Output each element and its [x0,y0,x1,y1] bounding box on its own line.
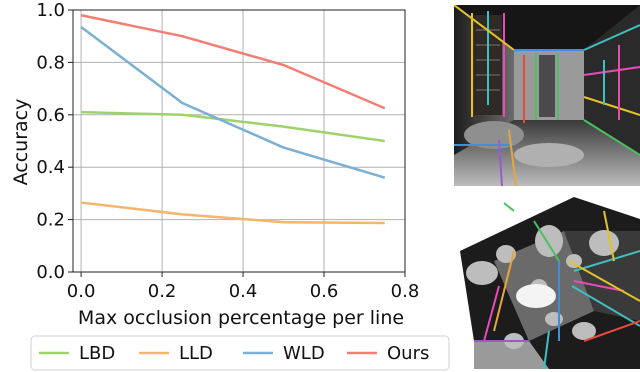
series-line-ours [80,14,386,110]
y-tick-label: 0.8 [36,52,65,73]
occluded-room-photo-with-detected-lines [454,191,640,369]
room-photo-bottom-drawing [460,197,640,369]
room-photo-top-drawing [454,5,640,186]
x-tick-label: 0.0 [67,281,96,302]
y-tick-label: 0.2 [36,210,65,231]
series-layer [80,14,386,225]
x-tick-label: 0.6 [310,281,339,302]
legend-label-ours: Ours [387,343,429,364]
series-line-lld [80,201,385,225]
y-tick-label: 1.0 [36,0,65,21]
series-line-wld [80,26,386,179]
legend-label-wld: WLD [283,343,325,364]
y-tick-label: 0.6 [36,105,65,126]
y-tick-label: 0.4 [36,157,65,178]
x-tick-label: 0.8 [391,281,420,302]
chart-grid [73,9,406,273]
x-tick-label: 0.2 [148,281,177,302]
legend: LBD LLD WLD Ours [30,335,450,371]
y-tick-label: 0.0 [36,262,65,283]
y-axis-label: Accuracy [10,99,32,186]
accuracy-line-chart: 0.0 0.2 0.4 0.6 0.8 0.0 0.2 0.4 0.6 0.8 1.0 Max oc… [10,0,450,371]
legend-box [30,335,450,371]
x-axis-label: Max occlusion percentage per line [78,307,404,329]
x-tick-label: 0.4 [229,281,258,302]
legend-label-lbd: LBD [79,343,115,364]
room-photo-with-detected-lines [454,5,640,186]
axis-ticks: 0.0 0.2 0.4 0.6 0.8 0.0 0.2 0.4 0.6 0.8 1.0 [36,0,419,302]
series-line-lbd [81,110,385,143]
plot-frame [72,9,406,273]
legend-label-lld: LLD [179,343,213,364]
